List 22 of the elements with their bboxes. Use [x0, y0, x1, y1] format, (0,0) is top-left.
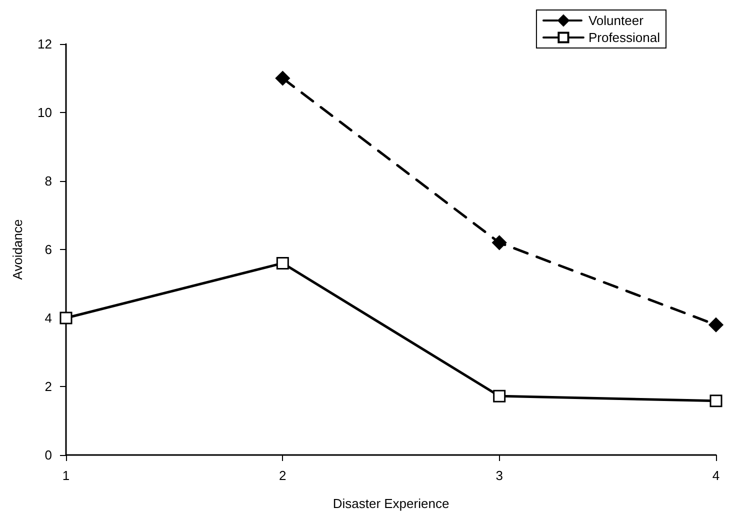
- y-tick-label: 2: [44, 379, 52, 394]
- y-tick-label: 8: [44, 174, 52, 188]
- y-tick-label: 6: [44, 242, 52, 257]
- x-tick-label: 1: [62, 468, 70, 483]
- x-axis-title: Disaster Experience: [332, 496, 450, 511]
- point: [276, 256, 289, 270]
- point: [60, 312, 72, 324]
- y-tick-label: 0: [44, 448, 52, 462]
- legend-label: Professional: [588, 30, 660, 45]
- point: [710, 394, 722, 408]
- point: [708, 318, 724, 332]
- x-tick-label: 4: [712, 468, 720, 483]
- point: [493, 390, 506, 402]
- point: [275, 71, 290, 86]
- x-tick-label: 2: [279, 468, 286, 483]
- y-tick-label: 12: [38, 36, 52, 52]
- x-tick-label: 3: [496, 468, 503, 483]
- y-axis-title: Avoidance: [10, 219, 25, 280]
- y-tick-label: 4: [44, 310, 52, 326]
- y-tick-label: 10: [38, 105, 52, 120]
- point: [492, 235, 507, 250]
- legend-label: Volunteer: [588, 13, 644, 28]
